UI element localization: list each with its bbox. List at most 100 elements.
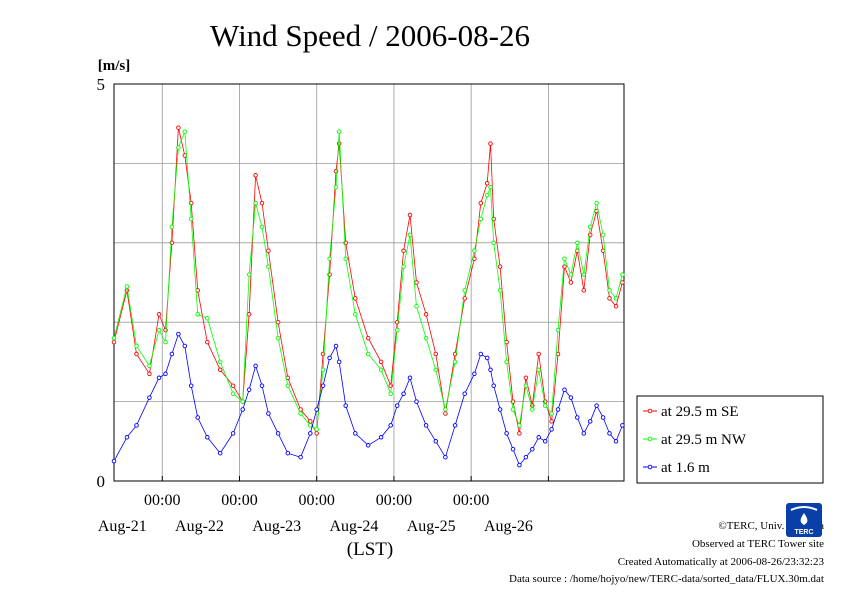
series-point	[562, 387, 567, 392]
series-point	[504, 339, 509, 345]
series-point	[472, 248, 477, 253]
legend-label: at 29.5 m SE	[661, 404, 739, 420]
series-point	[240, 407, 245, 412]
series-point	[491, 240, 496, 246]
series-point	[575, 240, 580, 246]
x-tick-date-label: Aug-24	[329, 518, 378, 535]
series-point	[491, 216, 496, 222]
series-point	[542, 439, 548, 444]
series-point	[230, 431, 236, 436]
series-point	[407, 375, 413, 381]
series-point	[176, 331, 181, 337]
series-point	[594, 403, 599, 408]
series-point	[205, 435, 210, 440]
series-point	[163, 327, 168, 333]
series-point	[600, 232, 606, 238]
series-point	[581, 272, 587, 277]
series-point	[536, 435, 541, 440]
series-point	[401, 248, 406, 253]
y-axis-unit-label: [m/s]	[98, 58, 131, 74]
series-point	[353, 431, 358, 436]
series-point	[327, 256, 332, 261]
x-tick-date-label: Aug-26	[484, 518, 533, 535]
series-point	[169, 224, 175, 230]
series-point	[423, 312, 429, 317]
x-tick-date-label: Aug-21	[98, 518, 147, 535]
observed-site-text: Observed at TERC Tower site	[691, 538, 824, 550]
series-point	[613, 304, 619, 309]
series-point	[134, 351, 139, 357]
series-point	[259, 200, 265, 206]
series-point	[182, 129, 188, 134]
series-point	[607, 288, 612, 293]
series-point	[314, 431, 319, 436]
series-point	[488, 141, 493, 146]
legend-marker	[647, 436, 653, 442]
series-point	[594, 200, 599, 206]
series-point	[246, 387, 252, 392]
series-point	[333, 343, 339, 349]
series-point	[433, 367, 439, 373]
series-point	[497, 407, 503, 412]
series-point	[504, 359, 509, 365]
series-point	[394, 327, 400, 333]
series-point	[536, 367, 541, 373]
x-tick-time-label: 00:00	[453, 492, 489, 509]
series-point	[253, 363, 258, 369]
series-point	[156, 312, 162, 317]
series-point	[607, 431, 612, 436]
series-point	[320, 383, 326, 388]
series-point	[414, 304, 419, 309]
created-timestamp-text: Created Automatically at 2006-08-26/23:3…	[617, 556, 824, 568]
series-point	[484, 181, 490, 186]
series-point	[549, 411, 554, 416]
series-point	[414, 399, 419, 404]
series-point	[253, 173, 258, 178]
series-point	[253, 200, 258, 206]
series-point	[607, 296, 612, 301]
series-point	[472, 371, 477, 377]
series-1	[111, 125, 625, 436]
series-point	[478, 351, 484, 357]
x-tick-time-label: 00:00	[376, 492, 412, 509]
series-point	[266, 248, 271, 253]
series-point	[452, 359, 458, 365]
series-point	[259, 224, 265, 230]
series-point	[134, 343, 139, 349]
legend-label: at 1.6 m	[661, 460, 710, 476]
series-point	[285, 383, 291, 388]
series-point	[111, 335, 117, 341]
series-point	[388, 391, 393, 396]
x-tick-time-label: 00:00	[144, 492, 180, 509]
series-point	[523, 383, 529, 388]
series-point	[581, 288, 587, 293]
plot-area-frame	[113, 83, 625, 482]
terc-logo-icon: TERC	[786, 503, 822, 537]
series-point	[124, 435, 130, 440]
series-point	[230, 383, 236, 388]
series-point	[555, 407, 561, 412]
series-point	[205, 339, 210, 345]
series-point	[414, 280, 419, 285]
series-point	[600, 415, 606, 420]
series-point	[488, 184, 493, 190]
series-point	[443, 407, 448, 412]
series-point	[517, 462, 522, 468]
series-point	[365, 443, 371, 448]
series-layer	[111, 125, 625, 468]
series-point	[497, 264, 503, 269]
series-point	[620, 280, 625, 285]
series-point	[484, 192, 490, 198]
series-point	[353, 296, 358, 301]
series-point	[333, 184, 339, 190]
series-point	[423, 335, 429, 341]
legend: at 29.5 m SE at 29.5 m NW at 1.6 m	[636, 395, 824, 484]
series-point	[587, 419, 593, 424]
series-point	[298, 411, 303, 416]
series-point	[530, 446, 535, 452]
series-point	[240, 399, 245, 404]
series-point	[587, 224, 593, 230]
series-point	[308, 423, 313, 428]
series-point	[275, 431, 281, 436]
